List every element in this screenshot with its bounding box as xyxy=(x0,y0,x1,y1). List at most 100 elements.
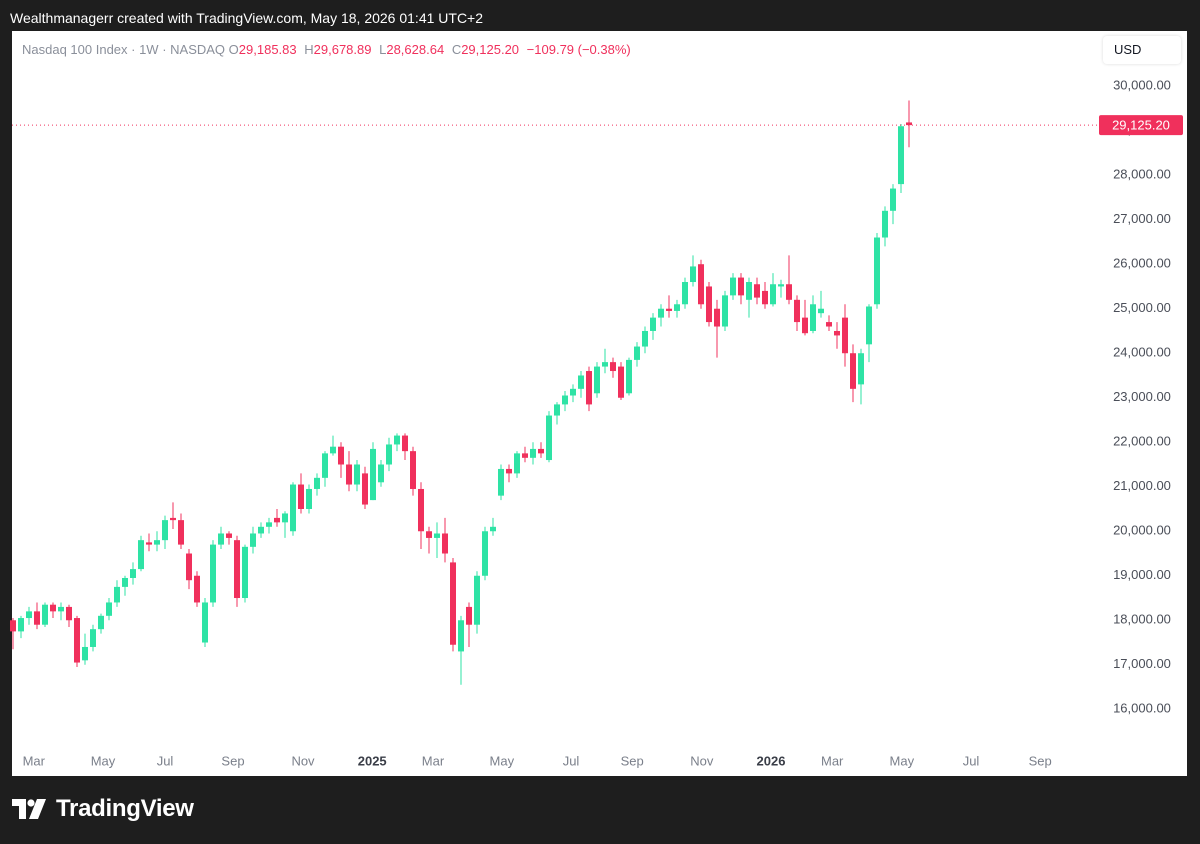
candle-body xyxy=(170,517,176,521)
candle-body xyxy=(586,371,592,405)
legend-value: 29,678.89 xyxy=(313,42,372,57)
candle-body xyxy=(162,520,168,541)
candle-body xyxy=(26,611,32,619)
y-tick-label: 17,000.00 xyxy=(1113,656,1171,671)
candle-body xyxy=(874,237,880,305)
candle-body xyxy=(122,577,128,587)
candle-body xyxy=(906,122,912,126)
x-tick-label: Mar xyxy=(821,753,844,768)
candle-body xyxy=(538,448,544,454)
legend-letter: C xyxy=(451,42,462,57)
candle-body xyxy=(362,473,368,505)
candle-body xyxy=(602,362,608,367)
candle-body xyxy=(738,277,744,296)
candle-body xyxy=(674,304,680,311)
y-tick-label: 26,000.00 xyxy=(1113,256,1171,271)
candle-body xyxy=(202,602,208,643)
y-tick-label: 28,000.00 xyxy=(1113,167,1171,182)
candle-body xyxy=(714,308,720,327)
candle-body xyxy=(442,533,448,554)
candle-body xyxy=(842,317,848,354)
candle-body xyxy=(746,282,752,300)
candle-body xyxy=(42,604,48,625)
currency-button[interactable]: USD xyxy=(1103,36,1181,64)
candle-body xyxy=(250,533,256,547)
legend-value: 28,628.64 xyxy=(386,42,445,57)
candle-body xyxy=(450,562,456,645)
candle-body xyxy=(698,264,704,305)
candle-body xyxy=(554,404,560,416)
x-tick-label: Sep xyxy=(1029,753,1052,768)
y-tick-label: 25,000.00 xyxy=(1113,300,1171,315)
candle-body xyxy=(146,542,152,545)
candle-body xyxy=(322,453,328,478)
candle-body xyxy=(194,575,200,603)
candle-body xyxy=(634,346,640,360)
candle-body xyxy=(274,517,280,523)
candle-body xyxy=(314,477,320,489)
brand-logo xyxy=(12,799,46,819)
candle-body xyxy=(498,468,504,496)
candle-body xyxy=(354,464,360,485)
candle-body xyxy=(282,513,288,523)
candle-body xyxy=(866,306,872,345)
y-tick-label: 22,000.00 xyxy=(1113,434,1171,449)
y-tick-label: 27,000.00 xyxy=(1113,211,1171,226)
candle-body xyxy=(514,453,520,474)
legend-letter: H xyxy=(304,42,314,57)
y-tick-label: 19,000.00 xyxy=(1113,567,1171,582)
x-tick-label: Sep xyxy=(221,753,244,768)
candle-body xyxy=(474,575,480,625)
y-tick-label: 18,000.00 xyxy=(1113,612,1171,627)
candle-body xyxy=(418,488,424,532)
candle-body xyxy=(882,210,888,238)
candle-body xyxy=(506,468,512,474)
x-tick-label: Sep xyxy=(621,753,644,768)
chart-panel xyxy=(12,31,1187,776)
legend-value: 29,125.20 xyxy=(461,42,520,57)
candle-body xyxy=(258,526,264,534)
last-price-label: 29,125.20 xyxy=(1112,118,1170,133)
candle-body xyxy=(706,286,712,323)
x-tick-label: 2026 xyxy=(757,753,786,768)
candle-body xyxy=(810,304,816,331)
candle-body xyxy=(762,290,768,305)
candle-body xyxy=(66,606,72,621)
x-tick-label: May xyxy=(890,753,915,768)
candle-body xyxy=(794,299,800,323)
candle-body xyxy=(186,553,192,581)
candle-body xyxy=(778,284,784,287)
legend: Nasdaq 100 Index · 1W · NASDAQ O29,185.8… xyxy=(22,42,635,57)
x-tick-label: May xyxy=(91,753,116,768)
brand: TradingView xyxy=(12,795,194,823)
candle-body xyxy=(74,618,80,663)
candle-body xyxy=(898,126,904,185)
candle-body xyxy=(426,531,432,538)
candle-body xyxy=(658,308,664,318)
candle-body xyxy=(10,620,16,632)
candle-body xyxy=(858,353,864,385)
legend-value: 29,185.83 xyxy=(238,42,297,57)
candle-body xyxy=(298,484,304,509)
symbol: Nasdaq 100 Index · 1W · NASDAQ xyxy=(22,42,226,57)
candle-body xyxy=(434,533,440,538)
candle-body xyxy=(242,546,248,599)
candle-body xyxy=(682,282,688,305)
candle-body xyxy=(722,295,728,327)
x-tick-label: Nov xyxy=(690,753,714,768)
candle-body xyxy=(730,277,736,296)
y-tick-label: 16,000.00 xyxy=(1113,701,1171,716)
candle-body xyxy=(410,451,416,489)
candle-body xyxy=(826,322,832,327)
candle-body xyxy=(546,415,552,461)
candle-body xyxy=(834,330,840,336)
candle-body xyxy=(490,526,496,532)
y-tick-label: 21,000.00 xyxy=(1113,478,1171,493)
candle-body xyxy=(402,435,408,452)
candle-body xyxy=(234,540,240,599)
candle-body xyxy=(290,484,296,532)
candle-body xyxy=(690,266,696,283)
x-tick-label: 2025 xyxy=(358,753,387,768)
candle-body xyxy=(34,611,40,625)
